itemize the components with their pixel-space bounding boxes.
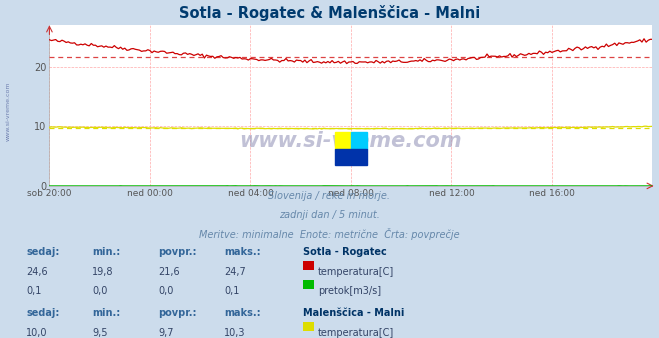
Text: 0,0: 0,0 [92,286,107,296]
Text: 9,5: 9,5 [92,328,108,338]
Text: povpr.:: povpr.: [158,247,196,257]
Text: Meritve: minimalne  Enote: metrične  Črta: povprečje: Meritve: minimalne Enote: metrične Črta:… [199,228,460,240]
Text: maks.:: maks.: [224,308,261,318]
Text: Slovenija / reke in morje.: Slovenija / reke in morje. [268,191,391,201]
Bar [335,132,351,149]
Bar [335,149,366,165]
Text: 0,1: 0,1 [224,286,239,296]
Text: 0,0: 0,0 [158,286,173,296]
Text: 24,7: 24,7 [224,267,246,277]
Text: sedaj:: sedaj: [26,308,60,318]
Text: 0,1: 0,1 [26,286,42,296]
Text: 10,3: 10,3 [224,328,246,338]
Text: povpr.:: povpr.: [158,308,196,318]
Text: min.:: min.: [92,308,121,318]
Text: Sotla - Rogatec: Sotla - Rogatec [303,247,387,257]
Text: www.si-vreme.com: www.si-vreme.com [240,131,462,151]
Text: sedaj:: sedaj: [26,247,60,257]
Text: Malenščica - Malni: Malenščica - Malni [303,308,405,318]
Text: 10,0: 10,0 [26,328,48,338]
Text: Sotla - Rogatec & Malenščica - Malni: Sotla - Rogatec & Malenščica - Malni [179,5,480,21]
Text: zadnji dan / 5 minut.: zadnji dan / 5 minut. [279,210,380,220]
Text: min.:: min.: [92,247,121,257]
Text: 24,6: 24,6 [26,267,48,277]
Text: maks.:: maks.: [224,247,261,257]
Text: temperatura[C]: temperatura[C] [318,267,394,277]
Bar [351,132,366,149]
Text: 21,6: 21,6 [158,267,180,277]
Text: temperatura[C]: temperatura[C] [318,328,394,338]
Text: pretok[m3/s]: pretok[m3/s] [318,286,381,296]
Text: 9,7: 9,7 [158,328,174,338]
Text: www.si-vreme.com: www.si-vreme.com [5,82,11,141]
Text: 19,8: 19,8 [92,267,114,277]
